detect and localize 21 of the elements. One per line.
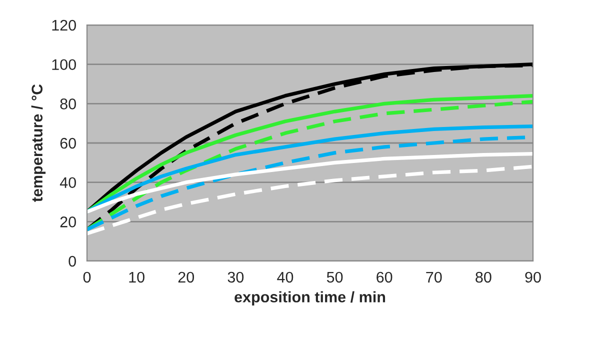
x-tick-label: 60: [376, 272, 392, 283]
y-tick-label: 60: [60, 138, 76, 149]
y-tick-label: 40: [60, 177, 76, 188]
x-tick-label: 70: [426, 272, 442, 283]
y-tick-label: 20: [60, 216, 76, 228]
x-tick-label: 20: [178, 272, 194, 283]
y-axis-title: temperature / °C: [31, 84, 46, 202]
x-tick-label: 50: [326, 272, 343, 283]
x-tick-label: 10: [129, 272, 144, 283]
y-tick-label: 0: [68, 256, 76, 267]
y-tick-label: 100: [52, 59, 76, 70]
x-tick-label: 40: [277, 272, 294, 283]
line-series: [87, 164, 533, 236]
y-tick-label: 80: [60, 98, 76, 110]
x-tick-label: 90: [525, 272, 541, 283]
y-tick-label: 120: [52, 20, 76, 31]
x-tick-label: 80: [476, 272, 492, 283]
x-tick-label: 0: [83, 272, 91, 283]
x-tick-label: 30: [228, 272, 244, 283]
line-series: [87, 152, 533, 214]
x-axis-title: exposition time / min: [234, 291, 386, 306]
